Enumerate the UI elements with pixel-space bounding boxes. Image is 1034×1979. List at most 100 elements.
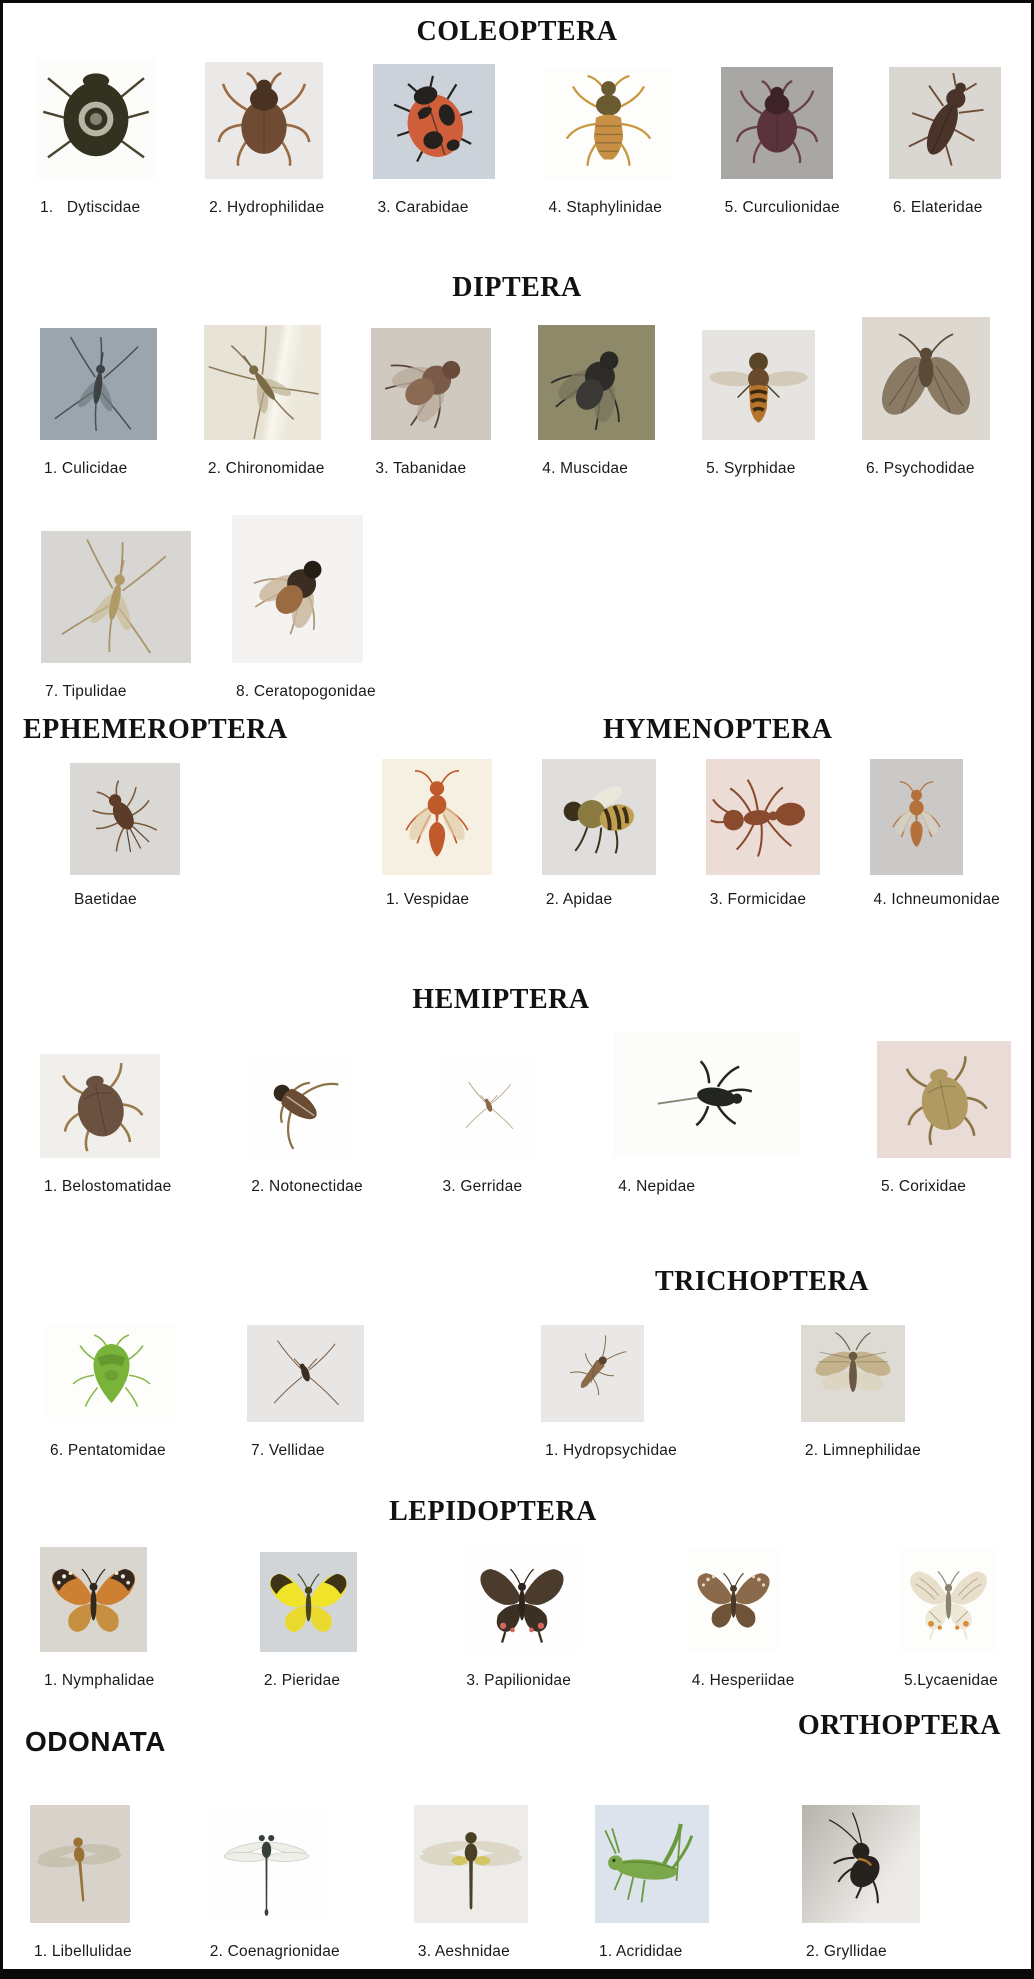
- specimen-label-hesperiidae: 4. Hesperiidae: [691, 1672, 795, 1689]
- specimen-psychodidae: 6. Psychodidae: [861, 317, 990, 478]
- specimen-photo-limnephilidae: [800, 1325, 905, 1422]
- specimen-syrphidae: 5. Syrphidae: [702, 330, 816, 478]
- specimen-photo-coenagrionidae: [205, 1805, 327, 1923]
- section-title-trichoptera: TRICHOPTERA: [655, 1266, 869, 1297]
- specimen-photo-apidae: [541, 759, 656, 875]
- specimen-label-baetidae: Baetidae: [74, 891, 137, 908]
- specimen-ichneumonidae: 4. Ichneumonidae: [869, 759, 1000, 909]
- specimen-photo-muscidae: [538, 325, 656, 440]
- shield-bug-icon: [72, 1334, 151, 1407]
- specimen-photo-acrididae: [595, 1805, 709, 1923]
- specimen-vespidae: 1. Vespidae: [382, 759, 492, 909]
- specimen-gryllidae: 2. Gryllidae: [802, 1805, 920, 1961]
- specimen-libellulidae: 1. Libellulidae: [30, 1805, 132, 1961]
- specimen-hydrophilidae: 2. Hydrophilidae: [205, 62, 324, 217]
- specimen-muscidae: 4. Muscidae: [538, 325, 656, 478]
- specimen-pieridae: 2. Pieridae: [259, 1552, 357, 1690]
- specimen-label-nepidae: 4. Nepidae: [618, 1178, 696, 1195]
- specimen-limnephilidae: 2. Limnephilidae: [800, 1325, 921, 1460]
- lepidoptera-specimen-row: 1. Nymphalidae 2. Pieridae 3. Papilionidae…: [3, 1547, 1031, 1690]
- specimen-photo-dytiscidae: [36, 59, 156, 179]
- specimen-label-corixidae: 5. Corixidae: [881, 1178, 967, 1195]
- bee-icon: [563, 786, 634, 854]
- specimen-baetidae: Baetidae: [70, 763, 180, 909]
- click-beetle-icon: [908, 72, 984, 166]
- specimen-apidae: 2. Apidae: [541, 759, 656, 909]
- specimen-photo-vellidae: [247, 1325, 364, 1422]
- hemiptera-specimen-row-1: 1. Belostomatidae 2. Notonectidae 3. Gerri…: [3, 1031, 1031, 1196]
- specimen-culicidae: 1. Culicidae: [40, 328, 157, 478]
- specimen-dytiscidae: 1. Dytiscidae: [36, 59, 156, 217]
- butterfly-icon: [270, 1573, 347, 1633]
- specimen-aeshnidae: 3. Aeshnidae: [413, 1805, 528, 1961]
- grasshopper-icon: [604, 1823, 694, 1903]
- mosquito-icon: [61, 539, 167, 654]
- water-scorpion-icon: [657, 1060, 753, 1127]
- specimen-pentatomidae: 6. Pentatomidae: [46, 1325, 177, 1460]
- beetle-icon: [735, 80, 818, 164]
- specimen-label-hydropsychidae: 1. Hydropsychidae: [545, 1442, 677, 1459]
- specimen-photo-vespidae: [382, 759, 492, 875]
- caddisfly-icon: [570, 1335, 627, 1396]
- specimen-photo-gerridae: [438, 1054, 539, 1158]
- section-title-diptera: DIPTERA: [452, 272, 582, 303]
- mosquito-icon: [54, 336, 139, 432]
- specimen-photo-formicidae: [705, 759, 820, 875]
- specimen-photo-gryllidae: [802, 1805, 920, 1923]
- specimen-label-dytiscidae: 1. Dytiscidae: [40, 199, 141, 216]
- specimen-gerridae: 3. Gerridae: [438, 1054, 539, 1196]
- specimen-photo-notonectidae: [247, 1054, 355, 1158]
- specimen-label-syrphidae: 5. Syrphidae: [706, 460, 796, 477]
- hymenoptera-specimen-group: 1. Vespidae 2. Apidae 3. Formicidae 4. Ichn…: [382, 759, 1000, 909]
- specimen-photo-ichneumonidae: [869, 759, 963, 875]
- specimen-notonectidae: 2. Notonectidae: [247, 1054, 363, 1196]
- water-bug-icon: [905, 1056, 988, 1146]
- section-odonata-orthoptera: ORTHOPTERA ODONATA 1. Libellulidae 2. Coe…: [3, 1703, 1031, 1969]
- section-title-lepidoptera: LEPIDOPTERA: [389, 1496, 597, 1527]
- fly-icon: [550, 351, 621, 431]
- dragonfly-icon: [37, 1837, 123, 1902]
- specimen-label-chironomidae: 2. Chironomidae: [207, 460, 325, 477]
- specimen-corixidae: 5. Corixidae: [877, 1041, 1011, 1196]
- specimen-chironomidae: 2. Chironomidae: [203, 325, 325, 478]
- specimen-tipulidae: 7. Tipulidae: [41, 531, 191, 701]
- specimen-curculionidae: 5. Curculionidae: [720, 67, 840, 217]
- specimen-nepidae: 4. Nepidae: [614, 1031, 802, 1196]
- mosquito-icon: [208, 326, 319, 440]
- specimen-staphylinidae: 4. Staphylinidae: [544, 69, 672, 217]
- specimen-photo-libellulidae: [30, 1805, 130, 1923]
- mayfly-nymph-icon: [92, 780, 158, 853]
- moth-fly-icon: [881, 333, 970, 415]
- specimen-photo-carabidae: [373, 64, 496, 179]
- specimen-label-ceratopogonidae: 8. Ceratopogonidae: [236, 683, 376, 700]
- fly-icon: [253, 560, 322, 635]
- hemiptera-specimen-group-2: 6. Pentatomidae 7. Vellidae: [46, 1325, 364, 1460]
- specimen-photo-culicidae: [40, 328, 157, 440]
- specimen-photo-lycaenidae: [899, 1547, 997, 1652]
- specimen-label-limnephilidae: 2. Limnephilidae: [804, 1442, 921, 1459]
- backswimmer-icon: [273, 1081, 339, 1150]
- specimen-label-carabidae: 3. Carabidae: [377, 199, 469, 216]
- section-ephemeroptera-hymenoptera: EPHEMEROPTERA HYMENOPTERA Baetidae 1. Ve…: [3, 713, 1031, 909]
- section-hemiptera: HEMIPTERA 1. Belostomatidae 2. Notonectid…: [3, 983, 1031, 1196]
- section-coleoptera: COLEOPTERA 1. Dytiscidae 2. Hydrophilidae…: [3, 15, 1031, 217]
- caddisfly-spread-wings-icon: [815, 1332, 891, 1392]
- dragonfly-icon: [419, 1832, 523, 1910]
- specimen-photo-baetidae: [70, 763, 180, 875]
- specimen-photo-syrphidae: [702, 330, 816, 440]
- specimen-hesperiidae: 4. Hesperiidae: [687, 1547, 795, 1690]
- section-title-hymenoptera: HYMENOPTERA: [603, 714, 833, 745]
- odonata-specimen-group: 1. Libellulidae 2. Coenagrionidae 3. Aeshn…: [30, 1805, 528, 1961]
- specimen-photo-chironomidae: [203, 325, 321, 440]
- section-title-orthoptera: ORTHOPTERA: [797, 1710, 1001, 1741]
- specimen-elateridae: 6. Elateridae: [888, 67, 1001, 217]
- specimen-tabanidae: 3. Tabanidae: [371, 328, 492, 478]
- specimen-label-libellulidae: 1. Libellulidae: [34, 1943, 132, 1960]
- dual-header-band: EPHEMEROPTERA HYMENOPTERA: [3, 713, 1031, 751]
- specimen-label-staphylinidae: 4. Staphylinidae: [548, 199, 663, 216]
- specimen-label-ichneumonidae: 4. Ichneumonidae: [873, 891, 1000, 908]
- diving-beetle-icon: [42, 73, 150, 159]
- specimen-label-hydrophilidae: 2. Hydrophilidae: [209, 199, 325, 216]
- specimen-label-curculionidae: 5. Curculionidae: [724, 199, 840, 216]
- specimen-photo-hydropsychidae: [541, 1325, 645, 1422]
